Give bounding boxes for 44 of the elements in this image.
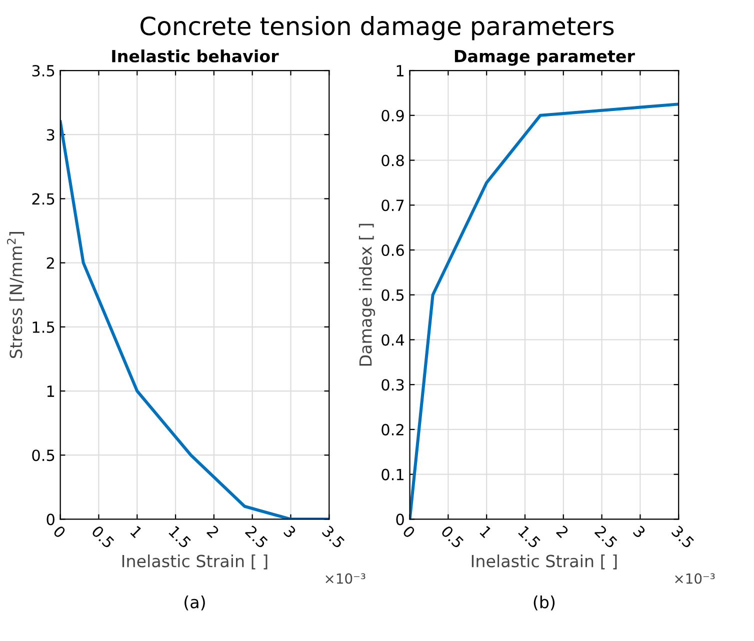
y-tick-label: 0.5 [382,289,404,301]
chart-title: Inelastic behavior [112,50,279,62]
y-tick-label: 0.4 [382,334,404,346]
text: ×10⁻³ [326,573,366,584]
y-tick-label: 1.5 [32,322,54,333]
y-tick-label: 3 [46,129,54,141]
y-tick-label: 0.1 [382,468,404,480]
text: (b) [534,595,555,610]
y-tick-label: 0.7 [382,200,404,212]
x-tick-label: 1.5 [518,526,541,549]
x-tick-label: 3.5 [671,525,695,549]
x-tick-label: 2.5 [594,525,618,549]
y-tick-label: 0 [46,514,54,526]
x-tick-label: 0.5 [91,524,115,549]
y-tick-label: 2 [46,257,54,269]
y-tick-label: 2.5 [32,193,54,205]
x-tick-label: 2 [206,525,220,538]
x-tick-label: 3.5 [322,525,346,549]
y-tick-label: 1 [396,65,404,76]
y-tick-label: 3.5 [32,64,54,77]
text: ×10⁻³ [675,573,715,584]
y-tick-label: 0.6 [382,244,404,256]
x-tick-label: 3 [632,525,646,538]
y-tick-label: 0.3 [382,379,404,391]
y-tick-label: 0.8 [382,154,404,166]
y-tick-label: 1 [47,386,54,397]
x-axis-title: Inelastic Strain [ ] [122,554,268,570]
x-tick-label: 2 [556,525,569,538]
x-tick-label: 1 [130,526,143,538]
x-tick-label: 0.5 [440,524,464,549]
text: Concrete tension damage parameters [140,16,614,40]
chart-title: Damage parameter [454,50,635,66]
x-axis-title: Inelastic Strain [ ] [472,554,617,570]
text: (a) [184,596,205,610]
x-tick-label: 2.5 [244,525,268,549]
y-axis-title: Stress [N/mm$^{2}$] [6,232,24,358]
y-axis-title: Damage index [ ] [358,224,376,366]
y-tick-label: 0 [396,514,404,526]
y-tick-label: 0.2 [382,424,404,436]
x-tick-label: 1.5 [168,526,192,549]
x-tick-label: 3 [283,525,297,538]
y-tick-label: 0.5 [32,450,54,462]
y-tick-label: 0.9 [382,110,404,122]
x-tick-label: 1 [480,526,492,538]
